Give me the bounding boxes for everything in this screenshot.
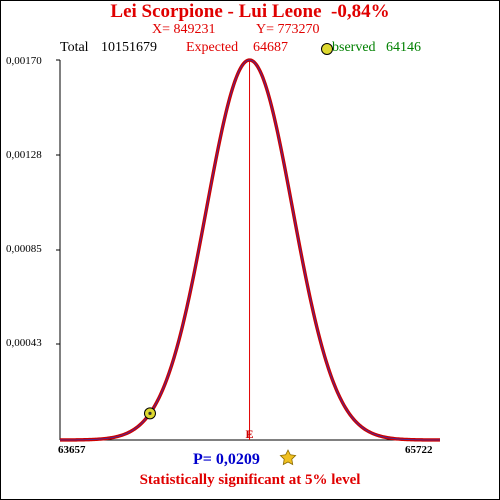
expected-label: E [246, 427, 254, 441]
expected-value: 64687 [253, 40, 288, 55]
distribution-curve-center [59, 59, 441, 441]
expected-label: Expected [186, 40, 239, 55]
total-label: Total [60, 40, 89, 55]
observed-marker-dot [148, 411, 152, 415]
y-value: Y= 773270 [256, 22, 320, 37]
x-tick-label-min: 63657 [58, 444, 86, 456]
total-value: 10151679 [101, 40, 157, 55]
star-icon [279, 449, 297, 466]
chart-title: Lei Scorpione - Lui Leone -0,84% [110, 1, 390, 22]
x-value: X= 849231 [152, 22, 216, 37]
y-tick-label-max: 0,00170 [6, 55, 42, 67]
y-tick-label-2: 0,00085 [6, 243, 42, 255]
y-tick-label-1: 0,00043 [6, 337, 42, 349]
legend-observed-icon [321, 43, 333, 55]
p-value: P= 0,0209 [193, 451, 260, 468]
x-tick-label-max: 65722 [405, 444, 433, 456]
observed-label: bserved [332, 40, 376, 55]
y-tick-label-3: 0,00128 [6, 149, 42, 161]
significance-text: Statistically significant at 5% level [139, 472, 361, 488]
observed-value: 64146 [386, 40, 421, 55]
observed-marker-icon [143, 407, 156, 420]
